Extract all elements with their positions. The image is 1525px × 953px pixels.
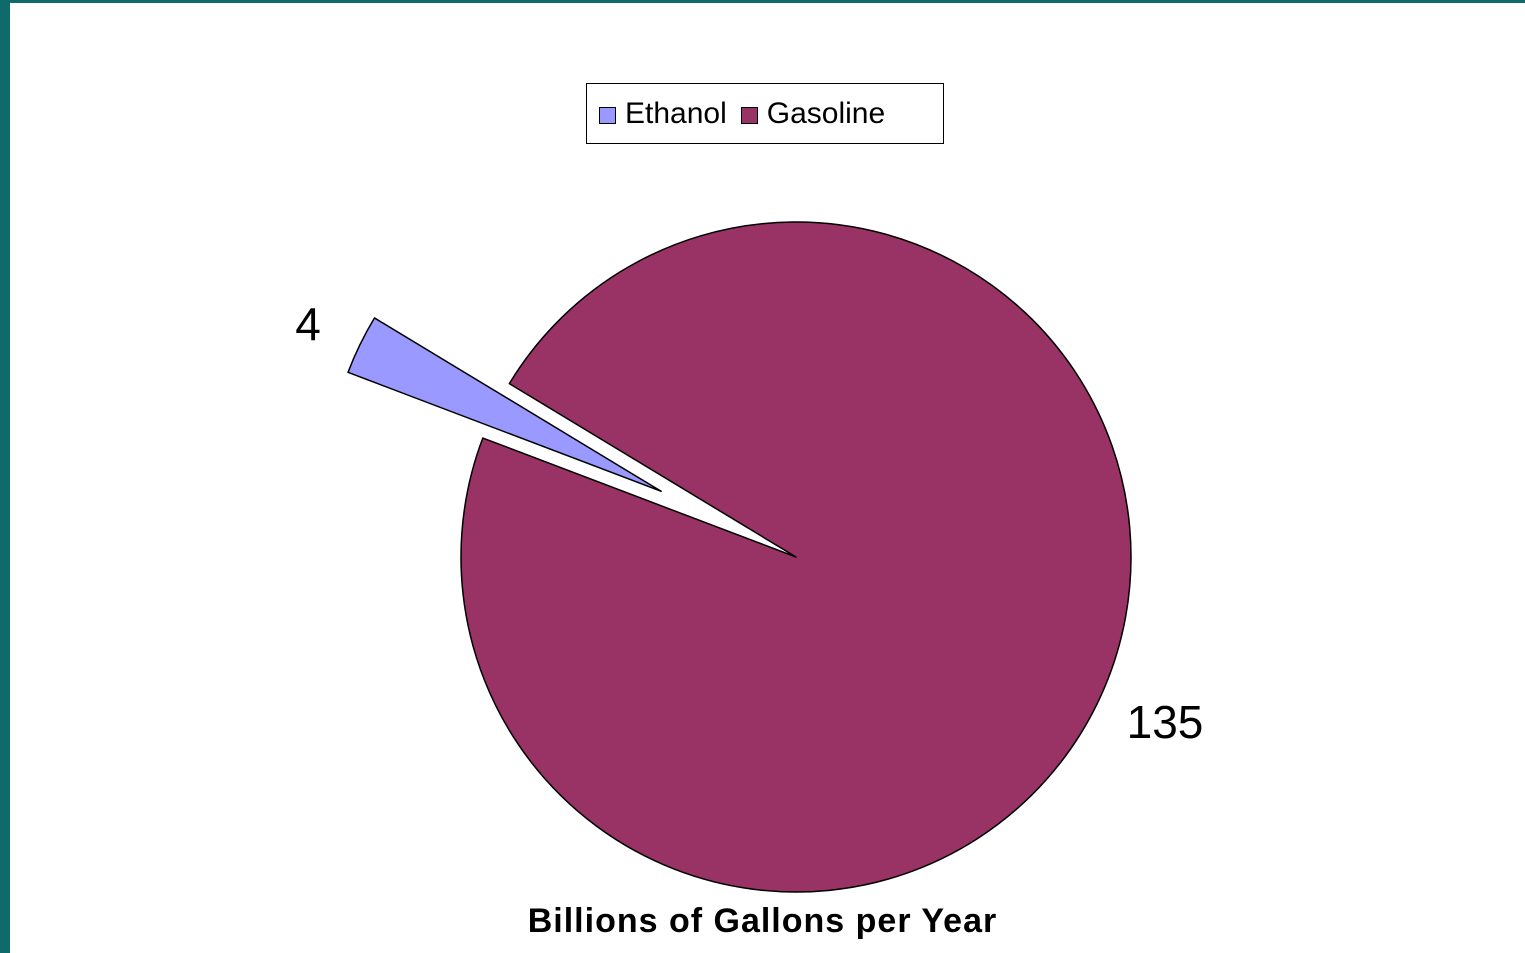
legend-swatch-ethanol [599, 106, 616, 124]
data-label-gasoline: 135 [1127, 696, 1204, 748]
chart-legend: Ethanol Gasoline [586, 83, 944, 144]
legend-item-gasoline: Gasoline [740, 96, 886, 131]
legend-label-ethanol: Ethanol [625, 96, 727, 130]
legend-label-gasoline: Gasoline [766, 96, 886, 130]
legend-swatch-gasoline [740, 106, 758, 124]
chart-xlabel: Billions of Gallons per Year [527, 902, 998, 940]
data-label-ethanol: 4 [295, 298, 321, 350]
pie-slice-gasoline [460, 221, 1132, 893]
pie-slice-ethanol [347, 317, 662, 493]
legend-item-ethanol: Ethanol [599, 97, 727, 131]
